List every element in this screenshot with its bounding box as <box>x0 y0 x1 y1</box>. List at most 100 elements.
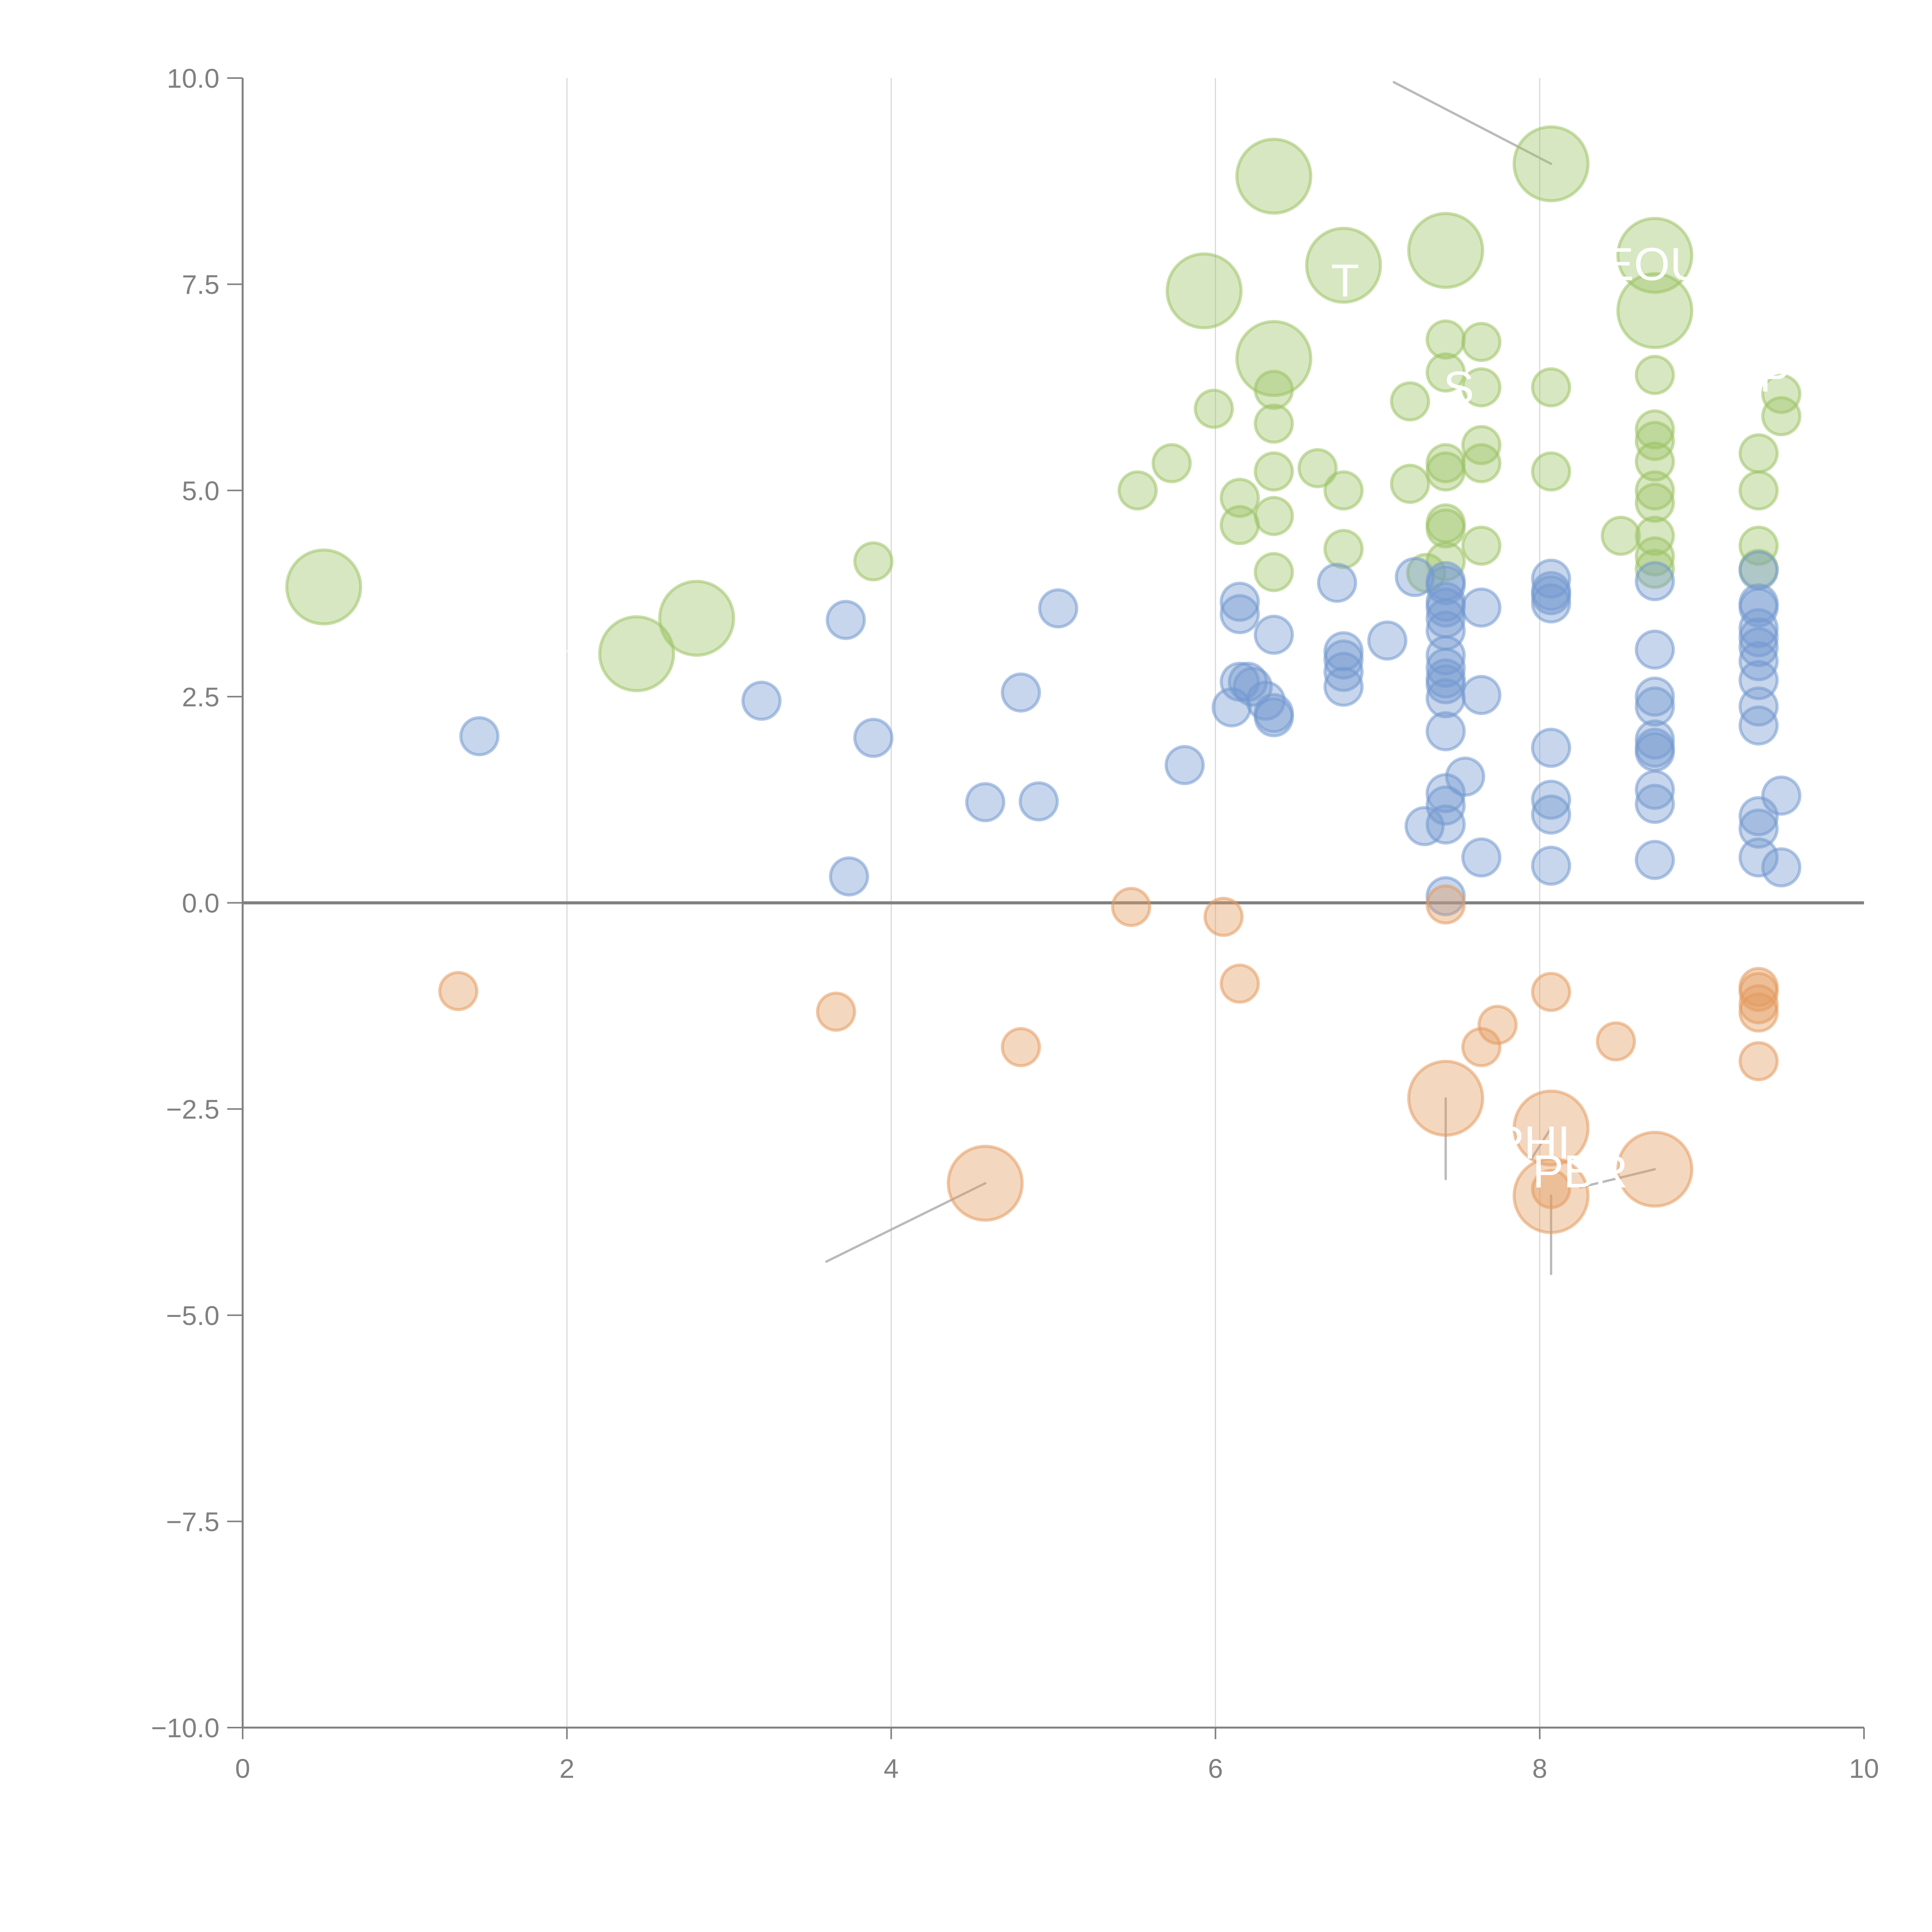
bubble-blue <box>1738 587 1779 628</box>
bubble-green <box>1634 441 1675 482</box>
bubble-green <box>1323 470 1364 511</box>
bubble-green <box>1253 369 1294 410</box>
bubbles <box>285 125 1802 1234</box>
bubble-green <box>1219 478 1260 518</box>
bubble-green <box>1600 515 1641 556</box>
annotation-leader-line <box>1444 249 1460 405</box>
bubble-green <box>285 548 362 626</box>
bubble-blue <box>1634 629 1675 670</box>
bubble-green <box>1253 496 1294 536</box>
bubble-green <box>1634 470 1675 511</box>
bubble-green <box>1634 409 1675 450</box>
bubble-blue <box>1634 561 1675 602</box>
bubble-blue <box>1738 705 1779 746</box>
bubble-orange <box>1596 1021 1636 1062</box>
bubble-orange <box>1512 1157 1590 1234</box>
series-orange <box>438 884 1779 1234</box>
bubble-blue <box>1445 756 1485 797</box>
annotation-label: PHI <box>1493 1117 1570 1168</box>
annotation-label: T <box>1331 255 1359 307</box>
bubble-green <box>1151 443 1192 483</box>
bubble-orange <box>1616 1131 1694 1208</box>
bubble-green <box>1634 421 1675 461</box>
x-tick-label: 10 <box>1849 1753 1879 1784</box>
bubble-blue <box>1634 840 1675 880</box>
bubble-blue <box>1001 672 1041 713</box>
annotation-leaders <box>566 81 1776 1276</box>
bubble-green <box>1425 451 1466 492</box>
bubble-green <box>1461 367 1502 408</box>
y-tick-label: −5.0 <box>166 1301 219 1331</box>
x-tick-label: 8 <box>1532 1753 1547 1784</box>
bubble-blue <box>1425 804 1466 845</box>
bubble-green <box>1407 212 1485 289</box>
bubble-green <box>1390 381 1430 422</box>
bubble-blue <box>1738 808 1779 849</box>
bubble-blue <box>1761 776 1802 816</box>
bubble-green <box>1531 451 1571 492</box>
x-tick-label: 2 <box>560 1753 575 1784</box>
annotation-leader-line <box>1393 81 1553 165</box>
bubble-orange <box>1407 1060 1485 1137</box>
bubble-green <box>1738 433 1779 474</box>
bubble-orange <box>1001 1027 1041 1068</box>
x-tick-label: 0 <box>235 1753 250 1784</box>
bubble-blue <box>1404 806 1445 846</box>
bubble-orange <box>1738 972 1779 1012</box>
bubble-green <box>1235 138 1313 215</box>
bubble-blue <box>1425 711 1466 752</box>
bubble-green <box>1235 320 1313 397</box>
annotation-label: PBR <box>1532 1146 1628 1197</box>
annotation-label: P <box>1759 350 1790 401</box>
bubble-green <box>1634 355 1675 395</box>
bubble-orange <box>1219 963 1260 1004</box>
y-tick-label: 2.5 <box>182 682 219 712</box>
bubble-orange <box>1203 896 1244 937</box>
bubble-green <box>1165 252 1243 330</box>
bubble-blue <box>1323 651 1364 692</box>
bubble-blue <box>1634 770 1675 810</box>
bubble-blue <box>1019 781 1059 821</box>
bubble-blue <box>1164 745 1205 786</box>
x-tick-label: 4 <box>884 1753 899 1784</box>
bubble-blue <box>829 856 869 897</box>
bubble-green <box>1616 272 1694 349</box>
bubble-blue <box>1531 794 1571 835</box>
x-tick-label: 6 <box>1208 1753 1223 1784</box>
bubble-orange <box>1477 1005 1518 1045</box>
bubble-green <box>1117 470 1158 511</box>
bubble-blue <box>1323 667 1364 707</box>
annotation-leader-line <box>1133 283 1206 292</box>
bubble-blue <box>1038 588 1078 629</box>
annotation-leader-line <box>695 592 722 620</box>
y-tick-label: −7.5 <box>166 1507 219 1537</box>
bubble-blue <box>741 680 782 721</box>
bubble-blue <box>1531 583 1571 624</box>
bubble-green <box>1531 367 1571 408</box>
annotation-label: EOU <box>1603 238 1703 290</box>
bubble-orange <box>1461 1027 1502 1068</box>
bubble-orange <box>1738 992 1779 1033</box>
bubble-green <box>1297 448 1338 488</box>
bubble-blue <box>1425 648 1466 688</box>
bubble-green <box>1634 549 1675 589</box>
bubble-green <box>1738 470 1779 511</box>
bubble-blue <box>1461 587 1502 628</box>
bubble-green <box>1425 352 1466 393</box>
bubble-blue <box>1425 565 1466 605</box>
bubble-green <box>1634 483 1675 523</box>
bubble-blue <box>1531 728 1571 768</box>
bubble-blue <box>1425 664 1466 704</box>
bubble-orange <box>1531 1169 1571 1209</box>
bubble-blue <box>965 782 1005 823</box>
bubble-green <box>1461 443 1502 483</box>
bubble-blue <box>459 716 500 757</box>
bubble-blue <box>1367 620 1408 661</box>
bubble-orange <box>1512 1089 1590 1167</box>
y-tick-label: −10.0 <box>151 1713 219 1743</box>
bubble-green <box>1323 529 1364 569</box>
bubble-orange <box>1425 884 1466 925</box>
bubble-green <box>853 541 894 582</box>
bubble-blue <box>1738 627 1779 667</box>
